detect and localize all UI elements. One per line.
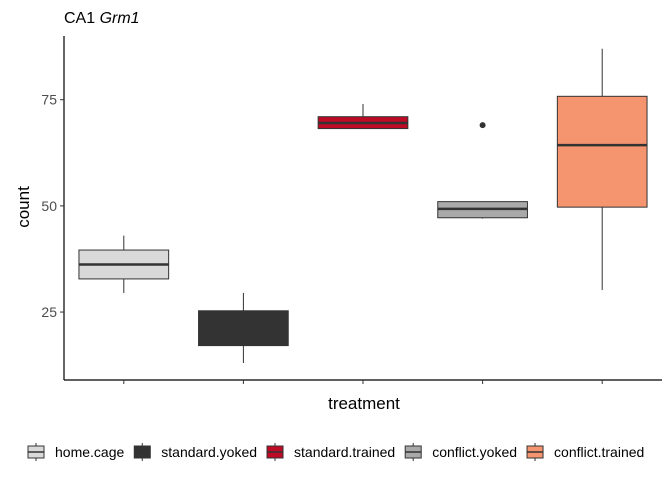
legend-item-standard.yoked: standard.yoked <box>133 443 257 461</box>
legend-label: conflict.yoked <box>432 444 517 460</box>
x-axis-label: treatment <box>328 394 400 413</box>
legend-item-standard.trained: standard.trained <box>266 443 395 461</box>
box-body <box>556 95 648 208</box>
legend-item-conflict.trained: conflict.trained <box>526 443 644 461</box>
axes-layer: 25 50 75 <box>41 36 662 384</box>
box-home.cage <box>78 235 170 293</box>
legend: home.cage standard.yoked standard.trained c… <box>27 443 644 461</box>
legend-label: standard.yoked <box>161 444 257 460</box>
legend-label: conflict.trained <box>554 444 644 460</box>
chart-title: CA1 Grm1 <box>64 10 140 27</box>
box-standard.trained <box>317 103 409 130</box>
chart-title-prefix: CA1 <box>64 10 100 27</box>
outlier-point <box>479 122 486 129</box>
legend-item-home.cage: home.cage <box>27 443 124 461</box>
box-conflict.yoked <box>437 122 528 219</box>
boxes-layer <box>78 48 648 364</box>
legend-item-conflict.yoked: conflict.yoked <box>404 443 517 461</box>
box-conflict.trained <box>556 48 648 290</box>
box-standard.yoked <box>198 292 289 364</box>
legend-label: standard.trained <box>294 444 395 460</box>
y-axis-label: count <box>14 186 33 228</box>
y-tick-label: 50 <box>41 198 57 214</box>
y-tick-label: 75 <box>41 92 57 108</box>
legend-label: home.cage <box>55 444 124 460</box>
chart-title-gene: Grm1 <box>100 10 140 27</box>
y-tick-label: 25 <box>41 304 57 320</box>
